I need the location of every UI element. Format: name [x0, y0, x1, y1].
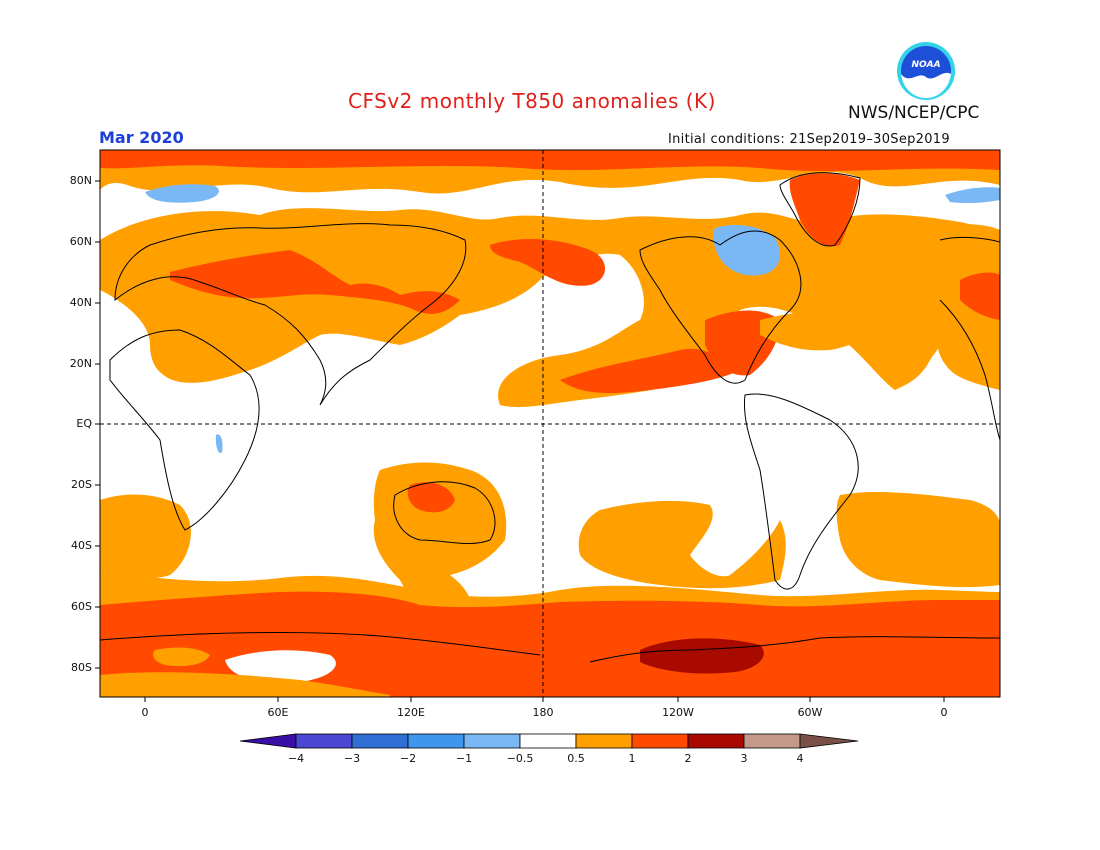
colorbar-swatch	[295, 733, 353, 749]
anomaly-region	[225, 650, 336, 683]
colorbar-swatch	[519, 733, 577, 749]
valid-month-label: Mar 2020	[99, 128, 184, 147]
anomaly-region	[407, 482, 455, 513]
colorbar-tick-label: −1	[455, 752, 473, 765]
colorbar-swatch	[631, 733, 689, 749]
map-title: CFSv2 monthly T850 anomalies (K)	[348, 89, 716, 113]
negative-anomaly-region	[712, 225, 780, 276]
colorbar-swatch	[239, 733, 297, 749]
anomaly-region	[100, 150, 1000, 172]
colorbar-swatch	[687, 733, 745, 749]
lon-label: 120E	[397, 706, 425, 719]
negative-anomaly-region	[215, 434, 223, 454]
negative-anomaly-region	[945, 187, 1000, 204]
lon-label: 180	[532, 706, 554, 719]
lon-label: 0	[940, 706, 948, 719]
anomaly-region	[100, 494, 191, 578]
noaa-logo-text: NOAA	[911, 60, 940, 70]
anomaly-region	[100, 672, 390, 697]
lat-label: 60N	[69, 235, 92, 248]
lon-label: 60E	[267, 706, 289, 719]
colorbar-swatch	[743, 733, 801, 749]
lat-label: 20S	[71, 478, 92, 491]
anomaly-region	[640, 638, 764, 674]
colorbar-swatch	[575, 733, 633, 749]
colorbar-swatch	[351, 733, 409, 749]
lat-label: EQ	[76, 417, 92, 430]
lat-label: 20N	[69, 357, 92, 370]
anomaly-region	[930, 224, 1000, 390]
noaa-logo: NOAA	[897, 42, 955, 100]
negative-anomaly-region	[145, 184, 219, 203]
lat-label: 40S	[71, 539, 92, 552]
anomaly-region	[578, 500, 786, 589]
anomaly-region	[836, 492, 1000, 588]
colorbar-tick-label: 2	[684, 752, 692, 765]
anomaly-region	[560, 348, 740, 393]
lon-label: 0	[141, 706, 149, 719]
lat-label: 40N	[69, 296, 92, 309]
colorbar-swatch	[463, 733, 521, 749]
agency-label: NWS/NCEP/CPC	[848, 103, 980, 123]
colorbar-tick-label: −2	[399, 752, 417, 765]
colorbar-tick-label: −0.5	[506, 752, 534, 765]
colorbar-tick-label: 4	[796, 752, 804, 765]
colorbar-tick-label: 1	[628, 752, 636, 765]
anomaly-region	[760, 308, 890, 351]
colorbar-tick-label: −4	[287, 752, 305, 765]
lon-label: 120W	[662, 706, 694, 719]
lat-label: 80N	[69, 174, 92, 187]
lon-label: 60W	[797, 706, 823, 719]
colorbar-swatch	[799, 733, 859, 749]
initial-conditions-label: Initial conditions: 21Sep2019–30Sep2019	[668, 132, 950, 147]
anomaly-region	[490, 238, 605, 286]
lat-label: 80S	[71, 661, 92, 674]
axis-ticks	[95, 180, 945, 702]
lat-label: 60S	[71, 600, 92, 613]
coastlines	[100, 172, 1000, 663]
colorbar	[239, 733, 859, 749]
anomaly-region	[789, 173, 860, 247]
colorbar-tick-label: 3	[740, 752, 748, 765]
colorbar-tick-label: 0.5	[567, 752, 585, 765]
colorbar-tick-label: −3	[343, 752, 361, 765]
colorbar-swatch	[407, 733, 465, 749]
anomaly-region	[153, 647, 210, 667]
anomaly-region	[960, 272, 1000, 320]
